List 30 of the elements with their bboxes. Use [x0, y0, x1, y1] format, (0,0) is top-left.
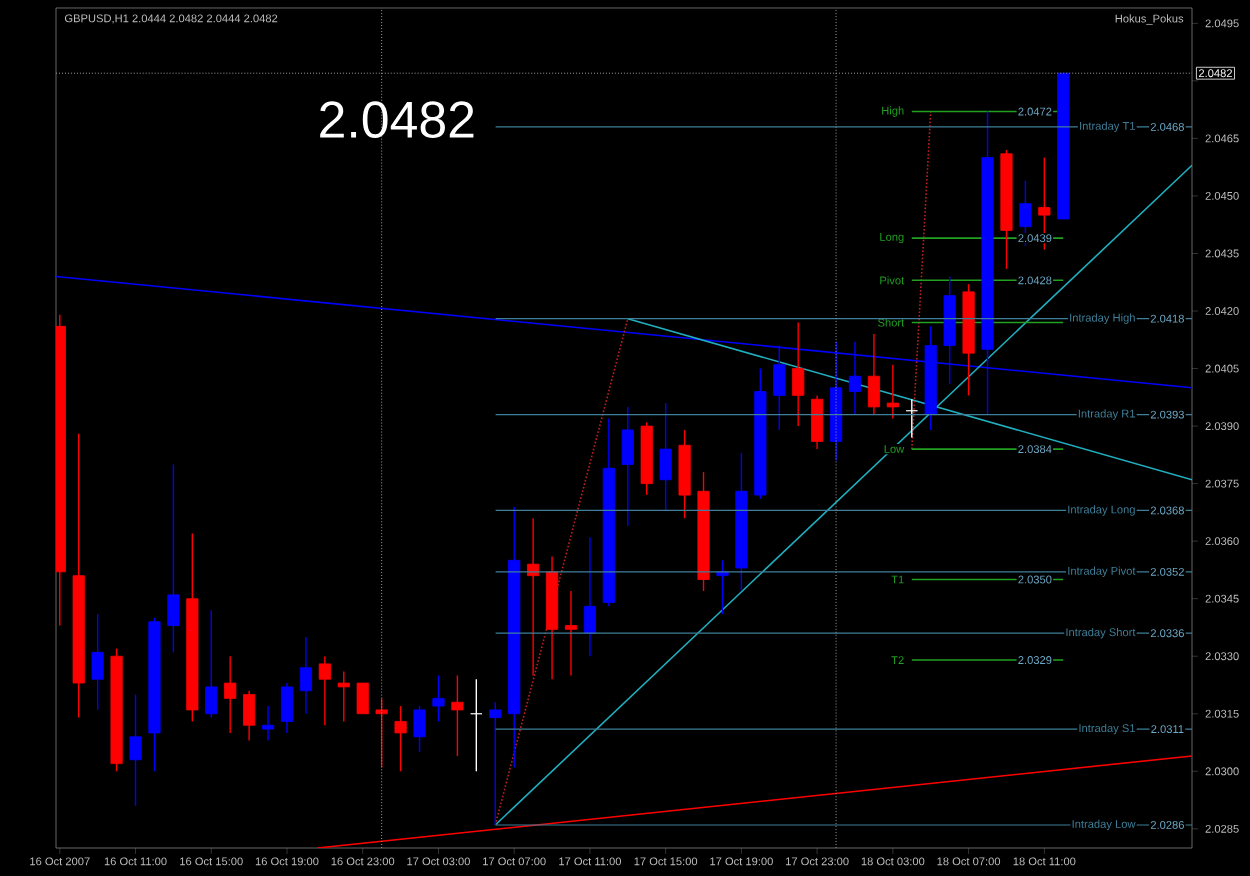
candlestick — [432, 674, 445, 723]
candlestick — [451, 674, 464, 757]
candlestick — [811, 394, 824, 450]
candlestick — [413, 705, 426, 753]
text: 2.0482 — [320, 101, 474, 139]
candlestick — [337, 670, 350, 723]
candlestick — [129, 693, 142, 807]
candlestick — [280, 682, 294, 734]
candlestick — [224, 655, 237, 734]
candlestick — [659, 402, 672, 512]
candlestick — [205, 609, 218, 719]
candlestick — [299, 636, 312, 715]
candlestick — [167, 463, 180, 654]
candlestick — [356, 682, 369, 715]
candlestick — [91, 613, 104, 711]
candlestick — [792, 321, 805, 427]
candlestick — [716, 559, 729, 615]
candlestick — [583, 536, 596, 657]
candlestick — [886, 364, 899, 420]
candlestick — [394, 705, 407, 772]
candlestick — [905, 398, 918, 439]
candlestick — [564, 590, 578, 677]
candlestick — [470, 678, 483, 772]
candlestick — [489, 701, 502, 826]
candlestick — [375, 697, 388, 769]
candlestick — [867, 333, 881, 416]
candlestick — [318, 655, 331, 726]
candlestick — [621, 406, 634, 527]
candlestick — [261, 705, 275, 742]
candlestick — [243, 690, 256, 742]
